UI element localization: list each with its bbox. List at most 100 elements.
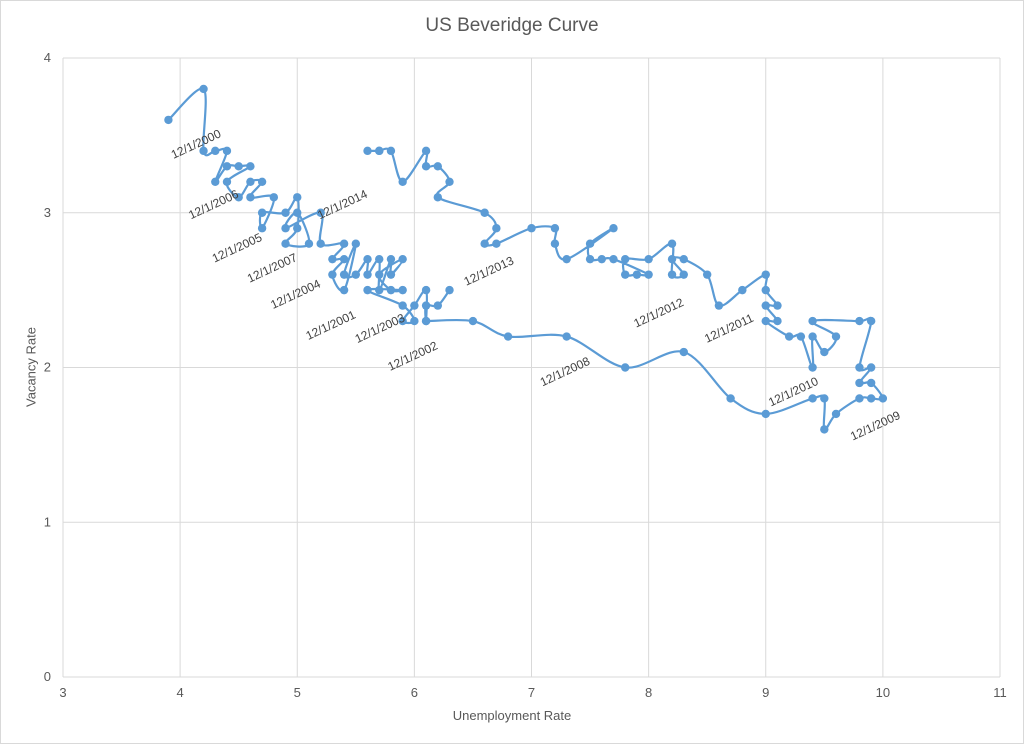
data-point <box>644 254 653 264</box>
y-tick-label: 2 <box>44 360 51 375</box>
data-point <box>761 301 770 310</box>
data-point <box>621 270 630 279</box>
data-point <box>492 224 501 233</box>
data-point <box>433 162 442 171</box>
date-annotation: 12/1/2009 <box>848 408 903 443</box>
data-point <box>480 208 489 217</box>
data-point <box>585 254 595 264</box>
date-annotation: 12/1/2001 <box>304 307 359 342</box>
data-point <box>831 332 841 341</box>
data-point <box>398 285 407 295</box>
data-point <box>398 316 407 326</box>
data-point <box>761 285 770 295</box>
data-point <box>375 270 384 279</box>
data-point <box>667 254 677 264</box>
data-point <box>363 146 372 156</box>
data-point <box>293 208 302 217</box>
data-point <box>492 239 501 248</box>
data-point <box>199 84 208 94</box>
data-point <box>621 254 630 264</box>
data-point <box>410 301 419 310</box>
date-annotation: 12/1/2000 <box>169 126 224 161</box>
data-point <box>632 270 642 279</box>
data-point <box>726 394 735 403</box>
data-point <box>679 347 688 357</box>
data-point <box>234 193 243 202</box>
date-annotation: 12/1/2002 <box>386 338 441 373</box>
data-point <box>855 316 864 326</box>
data-point <box>375 285 384 295</box>
data-point <box>246 177 255 186</box>
data-point <box>621 363 630 372</box>
date-annotation: 12/1/2010 <box>766 374 821 409</box>
data-point <box>421 316 431 326</box>
data-point <box>738 285 747 295</box>
data-point <box>831 409 841 419</box>
x-tick-label: 11 <box>993 685 1007 700</box>
date-annotation: 12/1/2003 <box>353 311 408 346</box>
data-point <box>468 316 478 326</box>
data-point <box>679 270 688 279</box>
data-point <box>304 239 314 248</box>
x-tick-label: 6 <box>411 685 418 700</box>
date-annotation: 12/1/2007 <box>245 250 300 285</box>
data-point <box>398 301 407 310</box>
data-point <box>866 378 876 388</box>
data-point <box>316 239 325 248</box>
data-point <box>433 301 442 310</box>
data-point <box>375 254 384 264</box>
data-point <box>293 224 302 233</box>
data-point <box>386 270 396 279</box>
date-annotation: 12/1/2006 <box>186 187 241 222</box>
data-point <box>421 162 431 171</box>
date-annotation: 12/1/2012 <box>631 295 686 330</box>
data-point <box>679 254 688 264</box>
data-point <box>597 254 606 264</box>
data-point <box>808 332 817 341</box>
data-point <box>363 285 372 295</box>
x-tick-label: 9 <box>762 685 769 700</box>
x-tick-label: 10 <box>876 685 890 700</box>
date-annotation: 12/1/2008 <box>538 354 593 389</box>
data-point <box>878 394 888 403</box>
data-point <box>398 254 407 264</box>
date-annotation: 12/1/2004 <box>268 276 323 311</box>
series-line <box>367 147 885 431</box>
data-point <box>316 208 325 217</box>
data-point <box>351 270 361 279</box>
data-point <box>761 270 770 279</box>
data-point <box>550 224 560 233</box>
date-annotation: 12/1/2005 <box>210 230 265 265</box>
data-point <box>667 239 677 248</box>
x-axis-title: Unemployment Rate <box>452 708 572 723</box>
data-point <box>808 394 817 403</box>
data-point <box>339 270 349 279</box>
y-axis-title: Vacancy Rate <box>23 327 39 407</box>
date-annotation: 12/1/2013 <box>462 253 517 288</box>
data-point <box>211 177 220 186</box>
data-point <box>398 177 407 186</box>
data-points <box>164 84 888 434</box>
data-point <box>644 270 653 279</box>
data-point <box>433 193 442 202</box>
data-point <box>363 270 372 279</box>
data-point <box>269 193 279 202</box>
data-point <box>855 394 864 403</box>
data-point <box>808 363 817 372</box>
data-point <box>328 270 337 279</box>
data-point <box>761 409 770 419</box>
date-annotation: 12/1/2014 <box>315 187 370 222</box>
x-tick-label: 4 <box>177 685 184 700</box>
data-point <box>820 347 829 357</box>
data-point <box>293 193 302 202</box>
data-point <box>339 285 349 295</box>
data-point <box>234 162 243 171</box>
data-point <box>562 332 571 341</box>
data-point <box>257 177 267 186</box>
data-point <box>796 332 806 341</box>
y-tick-label: 3 <box>44 205 51 220</box>
data-point <box>199 146 208 156</box>
data-point <box>702 270 712 279</box>
data-point <box>445 177 454 186</box>
